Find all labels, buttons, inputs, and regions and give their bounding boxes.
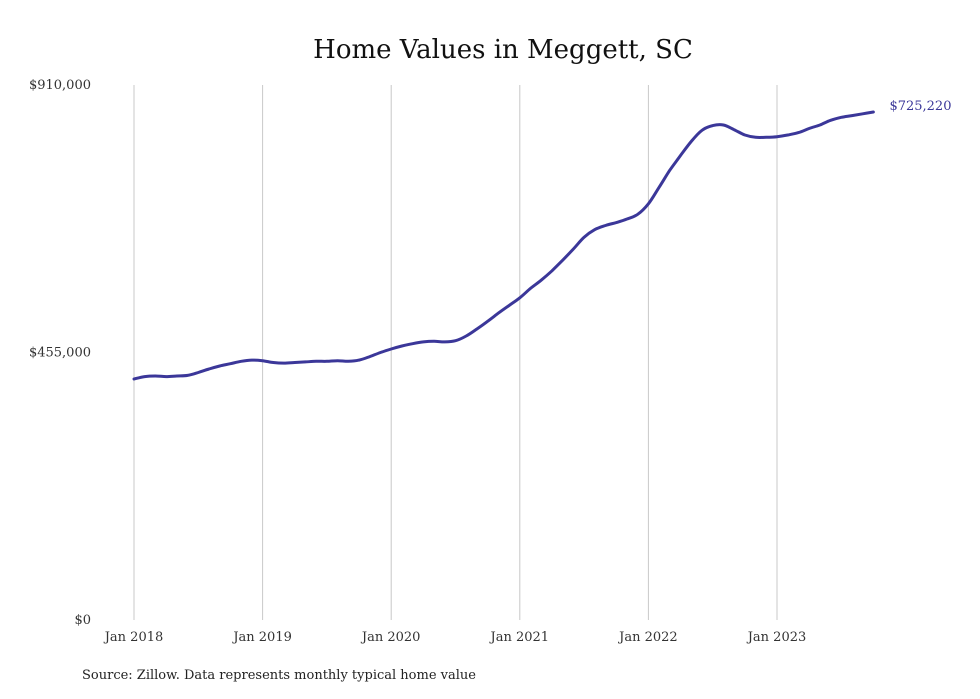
x-tick-label: Jan 2023 — [746, 630, 807, 645]
y-tick-label: $455,000 — [29, 346, 91, 361]
gridlines — [133, 85, 778, 620]
x-tick-label: Jan 2021 — [489, 630, 550, 645]
x-tick-label: Jan 2019 — [231, 630, 292, 645]
x-tick-label: Jan 2020 — [360, 630, 421, 645]
x-tick-label: Jan 2022 — [617, 630, 678, 645]
end-value-label: $725,220 — [889, 99, 951, 114]
series-line — [132, 110, 875, 381]
source-note: Source: Zillow. Data represents monthly … — [82, 668, 476, 683]
series-group — [132, 110, 875, 381]
x-tick-label: Jan 2018 — [103, 630, 164, 645]
x-axis-ticks: Jan 2018 Jan 2019 Jan 2020 Jan 2021 Jan 2022… — [103, 630, 807, 645]
chart-title: Home Values in Meggett, SC — [313, 35, 693, 65]
y-tick-label: $0 — [74, 613, 91, 628]
y-tick-label: $910,000 — [29, 78, 91, 93]
y-axis-ticks: $0 $455,000 $910,000 — [29, 78, 91, 628]
